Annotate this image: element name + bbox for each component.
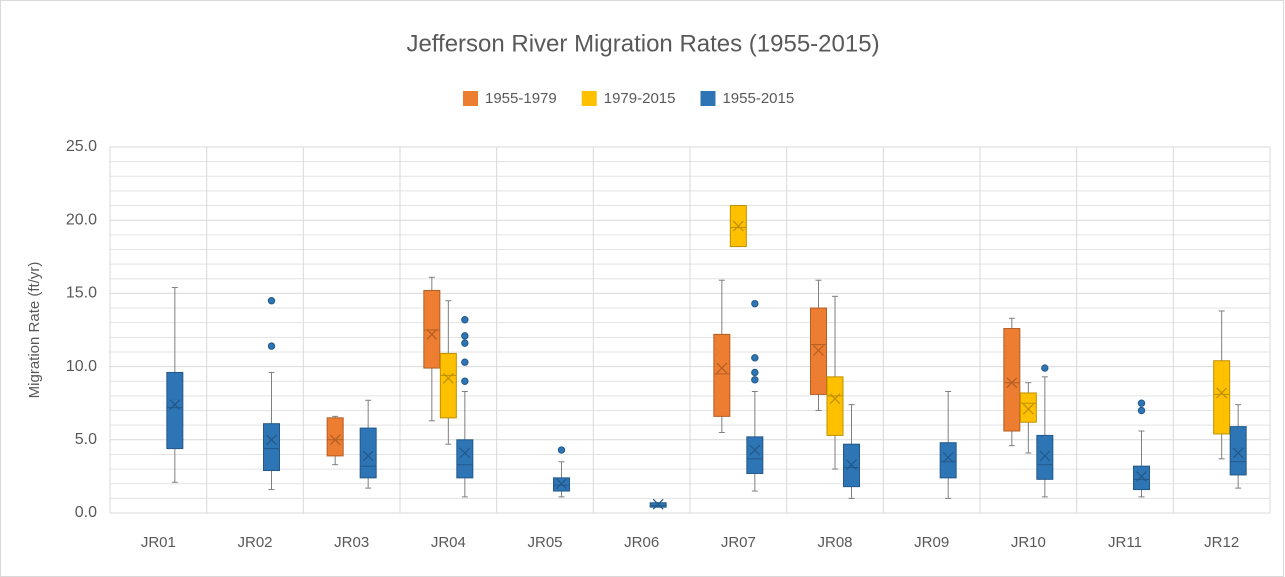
outlier — [267, 297, 276, 305]
mean-marker — [1039, 450, 1051, 462]
mean-marker — [556, 478, 567, 490]
box — [1036, 434, 1054, 480]
box — [359, 427, 377, 479]
outlier — [1041, 364, 1049, 372]
mean-marker — [169, 399, 181, 411]
box — [746, 436, 764, 474]
box — [166, 371, 184, 450]
box — [1133, 465, 1150, 491]
x-tick-label: JR05 — [527, 534, 562, 551]
y-tick-label: 20.0 — [66, 211, 97, 228]
mean-marker — [329, 434, 341, 446]
y-axis-label: Migration Rate (ft/yr) — [26, 262, 43, 399]
y-tick-label: 25.0 — [66, 138, 97, 155]
x-tick-label: JR01 — [141, 534, 176, 551]
mean-marker — [716, 362, 728, 374]
box — [326, 417, 344, 457]
mean-marker — [266, 434, 277, 446]
box — [263, 423, 280, 472]
x-tick-label: JR08 — [817, 534, 852, 551]
mean-marker — [942, 451, 954, 463]
box — [1213, 360, 1231, 435]
y-tick-label: 10.0 — [66, 358, 97, 375]
outlier — [461, 332, 469, 340]
box — [439, 352, 457, 419]
box — [713, 333, 731, 417]
x-tick-label: JR04 — [431, 534, 466, 551]
legend-label: 1955-2015 — [722, 90, 794, 107]
mean-marker — [1232, 447, 1244, 459]
box — [423, 289, 441, 369]
mean-marker — [813, 345, 824, 356]
outlier — [751, 368, 759, 377]
chart-title: Jefferson River Migration Rates (1955-20… — [406, 30, 879, 57]
box — [939, 442, 957, 479]
mean-marker — [1006, 377, 1018, 389]
mean-marker — [442, 372, 454, 384]
box — [456, 439, 474, 479]
x-tick-label: JR09 — [914, 534, 949, 551]
mean-marker — [426, 328, 438, 340]
outlier — [1137, 406, 1146, 415]
x-tick-label: JR02 — [237, 534, 272, 551]
legend-swatch — [463, 91, 478, 106]
outlier — [1137, 399, 1146, 407]
mean-marker — [1022, 403, 1034, 415]
outlier — [461, 339, 469, 347]
mean-marker — [1136, 470, 1147, 482]
mean-marker — [652, 498, 664, 510]
box — [1229, 426, 1247, 476]
mean-marker — [749, 444, 761, 456]
y-tick-label: 5.0 — [75, 431, 97, 448]
outlier — [751, 376, 759, 384]
mean-marker — [459, 447, 471, 459]
x-tick-label: JR10 — [1011, 534, 1046, 551]
x-tick-label: JR03 — [334, 534, 369, 551]
outlier — [267, 342, 276, 350]
mean-marker — [846, 459, 857, 471]
box — [1003, 328, 1021, 432]
legend-swatch — [700, 91, 716, 106]
mean-marker — [829, 393, 841, 405]
mean-marker — [362, 450, 374, 462]
x-tick-label: JR07 — [721, 534, 756, 551]
x-tick-label: JR06 — [624, 534, 659, 551]
x-tick-label: JR12 — [1204, 534, 1239, 551]
mean-marker — [1216, 387, 1228, 399]
outlier — [751, 354, 759, 362]
y-tick-label: 15.0 — [66, 285, 97, 302]
outlier — [557, 446, 566, 454]
outlier — [461, 358, 469, 366]
box — [826, 376, 844, 436]
outlier — [461, 316, 469, 324]
box — [1019, 392, 1037, 423]
legend-label: 1979-2015 — [604, 90, 676, 107]
outlier — [751, 299, 759, 308]
mean-marker — [732, 220, 744, 232]
outlier — [461, 377, 469, 385]
x-tick-label: JR11 — [1108, 534, 1142, 551]
y-tick-label: 0.0 — [75, 504, 97, 521]
legend-swatch — [581, 91, 597, 106]
legend-label: 1955-1979 — [485, 90, 557, 107]
